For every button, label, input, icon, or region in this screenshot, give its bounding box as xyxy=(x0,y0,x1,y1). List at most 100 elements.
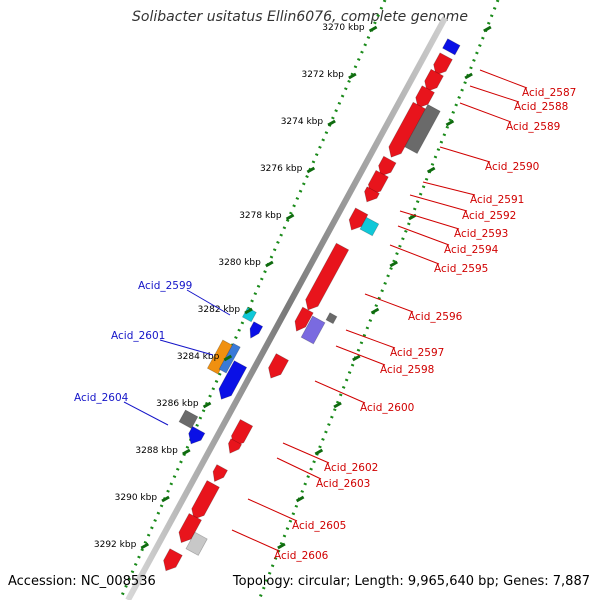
scale-tick-label: 3292 kbp xyxy=(94,540,137,550)
gene-callout-line xyxy=(397,225,450,246)
scale-tick xyxy=(348,72,357,80)
gene-label[interactable]: Acid_2598 xyxy=(380,364,434,376)
scale-tick xyxy=(202,401,212,409)
forward-gene-arrow xyxy=(348,207,369,231)
forward-gene-arrow xyxy=(404,104,441,155)
scale-tick-label: 3274 kbp xyxy=(281,117,324,127)
accession-text: Accession: NC_008536 xyxy=(8,574,156,589)
gene-label[interactable]: Acid_2597 xyxy=(390,347,444,359)
scale-tick-label: 3272 kbp xyxy=(301,70,344,80)
scale-tick-label: 3284 kbp xyxy=(177,352,220,362)
gene-label[interactable]: Acid_2606 xyxy=(274,550,329,562)
gene-label-callouts: Acid_2587 Acid_2588 Acid_2589 Acid_2590 Acid… xyxy=(74,69,576,562)
scale-tick-label: 3282 kbp xyxy=(198,305,241,315)
gene-callout-line xyxy=(282,442,330,464)
scale-tick xyxy=(161,495,170,503)
gene-label[interactable]: Acid_2591 xyxy=(470,194,524,206)
scale-tick xyxy=(140,542,150,550)
gene-callout-line xyxy=(335,345,386,366)
outer-tick xyxy=(333,401,342,409)
gene-label[interactable]: Acid_2595 xyxy=(434,263,488,275)
forward-gene-arrow xyxy=(359,216,380,237)
forward-gene-arrow xyxy=(191,480,220,520)
gene-callout-line xyxy=(159,339,214,356)
gene-callout-line xyxy=(389,244,440,265)
gene-label[interactable]: Acid_2600 xyxy=(360,402,414,414)
gene-label[interactable]: Acid_2589 xyxy=(506,121,560,133)
map-title: Solibacter usitatus Ellin6076, complete … xyxy=(132,9,468,25)
forward-gene-arrow xyxy=(388,101,426,158)
outer-tick xyxy=(352,354,361,362)
forward-gene-arrow xyxy=(325,312,338,325)
gene-callout-line xyxy=(314,380,366,404)
scale-tick xyxy=(265,260,274,268)
reverse-gene-arrow xyxy=(188,426,206,445)
gene-label[interactable]: Acid_2587 xyxy=(522,87,576,99)
outer-tick xyxy=(277,542,286,550)
scale-tick xyxy=(306,166,316,174)
gene-callout-line xyxy=(364,293,414,313)
scale-tick-label: 3290 kbp xyxy=(115,493,158,503)
gene-label[interactable]: Acid_2601 xyxy=(111,330,165,342)
forward-gene-arrow xyxy=(424,68,444,92)
gene-label[interactable]: Acid_2590 xyxy=(485,161,539,173)
forward-gene-arrow xyxy=(364,186,380,203)
scale-tick xyxy=(223,354,233,362)
forward-strand-genes xyxy=(163,38,461,572)
reverse-gene-arrow xyxy=(206,339,234,375)
gene-label[interactable]: Acid_2603 xyxy=(316,478,370,490)
forward-gene-arrow xyxy=(185,531,208,556)
scale-tick-label: 3270 kbp xyxy=(322,23,365,33)
genome-backbone xyxy=(125,16,448,600)
gene-callout-line xyxy=(186,289,231,316)
forward-gene-arrow xyxy=(294,306,314,332)
gene-label[interactable]: Acid_2605 xyxy=(292,520,346,532)
scale-tick-label: 3280 kbp xyxy=(218,258,261,268)
scale-tick-label: 3276 kbp xyxy=(260,164,303,174)
reverse-gene-arrow xyxy=(249,321,264,339)
gene-callout-line xyxy=(123,401,169,426)
outer-tick xyxy=(314,448,324,456)
gene-label[interactable]: Acid_2592 xyxy=(462,210,516,222)
gene-label[interactable]: Acid_2596 xyxy=(408,311,463,323)
reverse-gene-arrow xyxy=(178,409,199,429)
gene-callout-line xyxy=(247,498,298,522)
gene-callout-line xyxy=(469,85,520,103)
forward-gene-arrow xyxy=(163,548,183,572)
forward-gene-arrow xyxy=(305,242,350,311)
outer-tick xyxy=(445,119,455,127)
scale-tick xyxy=(182,448,191,456)
gene-label[interactable]: Acid_2593 xyxy=(454,228,508,240)
outer-tick xyxy=(464,72,473,80)
gene-callout-line xyxy=(409,194,468,212)
scale-tick-label: 3278 kbp xyxy=(239,211,282,221)
forward-gene-arrow xyxy=(268,353,289,379)
gene-label[interactable]: Acid_2588 xyxy=(514,101,568,113)
forward-gene-arrow xyxy=(212,464,228,483)
gene-callout-line xyxy=(345,329,396,349)
forward-gene-arrow xyxy=(378,155,397,177)
gene-callout-line xyxy=(459,102,512,123)
gene-callout-line xyxy=(231,529,280,552)
forward-gene-arrow xyxy=(433,52,453,76)
scale-tick xyxy=(244,307,253,315)
gene-callout-line xyxy=(422,181,476,196)
gene-callout-line xyxy=(439,146,491,163)
gene-label[interactable]: Acid_2599 xyxy=(138,280,192,292)
forward-gene-arrow xyxy=(442,38,461,56)
outer-tick xyxy=(483,25,492,33)
gene-label[interactable]: Acid_2602 xyxy=(324,462,378,474)
gene-callout-line xyxy=(479,69,528,89)
scale-tick xyxy=(285,213,295,221)
outer-tick xyxy=(426,166,436,174)
scale-tick xyxy=(327,119,336,127)
forward-gene-arrow xyxy=(415,85,435,109)
scale-tick-label: 3288 kbp xyxy=(135,446,178,456)
gene-label[interactable]: Acid_2604 xyxy=(74,392,129,404)
outer-tick xyxy=(389,260,398,268)
forward-gene-arrow xyxy=(178,512,202,544)
gene-callout-line xyxy=(399,210,460,230)
gene-label[interactable]: Acid_2594 xyxy=(444,244,499,256)
outer-tick xyxy=(295,495,305,503)
